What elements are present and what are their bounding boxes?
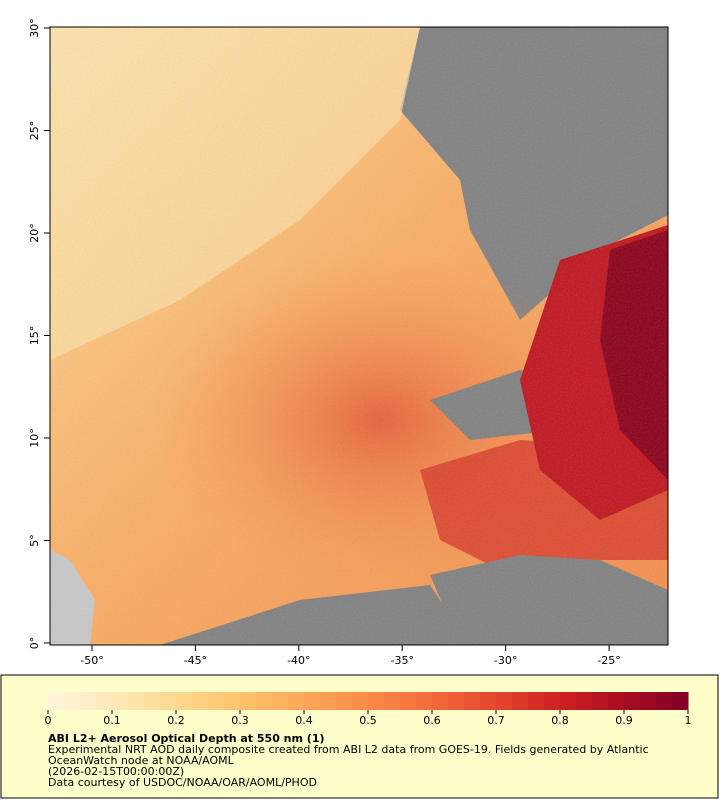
colorbar-tick-label: 0.1 <box>103 714 121 727</box>
colorbar-cell <box>368 692 385 710</box>
x-tick-label: -35° <box>390 654 413 667</box>
x-tick-label: -50° <box>80 654 103 667</box>
colorbar-cell <box>96 692 113 710</box>
y-tick-label: 0° <box>28 637 41 650</box>
y-tick-label: 15° <box>28 326 41 346</box>
legend-line: Data courtesy of USDOC/NOAA/OAR/AOML/PHO… <box>48 776 317 789</box>
colorbar-tick-label: 0.6 <box>423 714 441 727</box>
colorbar-cell <box>272 692 289 710</box>
colorbar-cell <box>544 692 561 710</box>
x-tick-label: -40° <box>287 654 310 667</box>
y-tick-label: 30° <box>28 18 41 38</box>
colorbar-cell <box>240 692 257 710</box>
colorbar-cell <box>336 692 353 710</box>
map-image <box>50 27 668 645</box>
colorbar-cell <box>112 692 129 710</box>
colorbar-cell <box>608 692 625 710</box>
x-tick-label: -25° <box>597 654 620 667</box>
y-tick-label: 5° <box>28 534 41 547</box>
colorbar-tick-label: 0 <box>45 714 52 727</box>
colorbar-cell <box>176 692 193 710</box>
colorbar-tick-label: 0.8 <box>551 714 569 727</box>
colorbar-tick-label: 0.3 <box>231 714 249 727</box>
colorbar-cell <box>320 692 337 710</box>
colorbar-cell <box>304 692 321 710</box>
colorbar-cell <box>432 692 449 710</box>
legend-line: (2026-02-15T00:00:00Z) <box>48 765 184 778</box>
colorbar-tick-label: 0.4 <box>295 714 313 727</box>
legend-line: OceanWatch node at NOAA/AOML <box>48 754 235 767</box>
colorbar-cell <box>512 692 529 710</box>
colorbar-tick-label: 0.7 <box>487 714 505 727</box>
colorbar-cell <box>656 692 673 710</box>
colorbar-tick-label: 1 <box>685 714 692 727</box>
colorbar-cell <box>256 692 273 710</box>
colorbar-cell <box>144 692 161 710</box>
colorbar-cell <box>48 692 65 710</box>
colorbar-cell <box>496 692 513 710</box>
colorbar-cell <box>560 692 577 710</box>
colorbar-cell <box>128 692 145 710</box>
colorbar-tick-label: 0.2 <box>167 714 185 727</box>
colorbar-cell <box>480 692 497 710</box>
colorbar-cell <box>416 692 433 710</box>
colorbar-cell <box>384 692 401 710</box>
x-tick-label: -30° <box>494 654 517 667</box>
colorbar-cell <box>80 692 97 710</box>
colorbar-cell <box>624 692 641 710</box>
colorbar-cell <box>592 692 609 710</box>
legend-line: Experimental NRT AOD daily composite cre… <box>48 743 649 756</box>
colorbar-cell <box>672 692 689 710</box>
colorbar-cell <box>400 692 417 710</box>
colorbar-cell <box>448 692 465 710</box>
colorbar-cell <box>528 692 545 710</box>
colorbar-cell <box>160 692 177 710</box>
y-tick-label: 25° <box>28 121 41 141</box>
colorbar-cell <box>352 692 369 710</box>
colorbar-tick-label: 0.5 <box>359 714 377 727</box>
y-tick-label: 20° <box>28 223 41 243</box>
plot-frame <box>49 26 669 646</box>
legend-title: ABI L2+ Aerosol Optical Depth at 550 nm … <box>48 732 325 745</box>
colorbar-cell <box>464 692 481 710</box>
colorbar-cell <box>208 692 225 710</box>
colorbar-cell <box>224 692 241 710</box>
x-tick-label: -45° <box>184 654 207 667</box>
colorbar-cell <box>576 692 593 710</box>
colorbar-cell <box>288 692 305 710</box>
colorbar-tick-label: 0.9 <box>615 714 633 727</box>
colorbar-cell <box>64 692 81 710</box>
colorbar-cell <box>640 692 657 710</box>
colorbar-cell <box>192 692 209 710</box>
y-tick-label: 10° <box>28 428 41 448</box>
